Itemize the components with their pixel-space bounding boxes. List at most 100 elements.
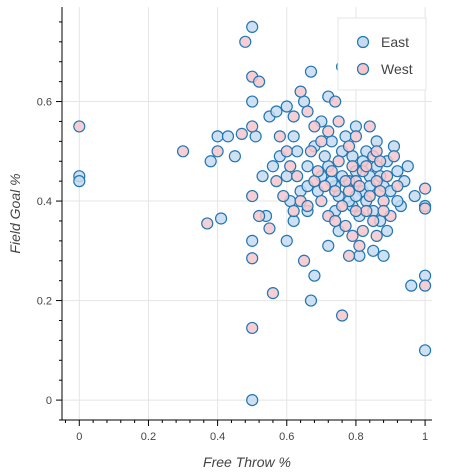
- west-point: [377, 204, 390, 218]
- legend-marker: [356, 62, 370, 76]
- east-point: [246, 393, 259, 407]
- east-point: [211, 130, 224, 143]
- west-point: [349, 204, 363, 218]
- west-point: [370, 175, 383, 188]
- west-point: [73, 120, 86, 133]
- west-point: [291, 170, 304, 183]
- west-point: [211, 145, 224, 158]
- east-point: [246, 95, 259, 108]
- x-axis-title: Free Throw %: [203, 454, 291, 470]
- data-points: [73, 20, 432, 407]
- west-point: [339, 219, 352, 233]
- east-point: [280, 170, 293, 183]
- west-point: [391, 180, 404, 193]
- legend-label: East: [381, 34, 409, 50]
- east-point: [214, 212, 228, 225]
- y-axis-title: Field Goal %: [7, 173, 23, 253]
- west-point: [308, 175, 321, 188]
- west-point: [325, 165, 338, 178]
- west-point: [387, 150, 401, 163]
- east-point: [308, 269, 321, 282]
- west-point: [418, 182, 432, 195]
- east-point: [291, 145, 304, 158]
- west-point: [263, 222, 276, 235]
- y-tick-label: 0: [46, 395, 52, 407]
- west-point: [315, 135, 328, 148]
- east-point: [301, 160, 314, 173]
- east-point: [391, 165, 404, 178]
- east-point: [228, 150, 241, 163]
- west-point: [370, 229, 383, 242]
- east-point: [401, 160, 414, 173]
- east-point: [408, 189, 421, 203]
- east-point: [349, 120, 363, 133]
- east-point: [280, 234, 293, 247]
- y-tick-label: 0.6: [37, 97, 52, 109]
- west-point: [315, 194, 328, 208]
- west-point: [360, 204, 373, 218]
- west-point: [318, 180, 331, 193]
- west-point: [360, 160, 373, 173]
- west-point: [346, 160, 359, 173]
- west-point: [277, 189, 290, 203]
- east-point: [73, 175, 86, 188]
- x-tick-label: 0.2: [141, 431, 156, 443]
- east-point: [339, 130, 352, 143]
- east-point: [266, 160, 280, 173]
- x-tick-label: 0.6: [279, 431, 294, 443]
- west-point: [301, 199, 314, 213]
- west-point: [270, 175, 283, 188]
- west-point: [363, 189, 376, 203]
- west-point: [246, 189, 259, 203]
- west-point: [239, 35, 252, 48]
- east-point: [391, 194, 404, 208]
- x-tick-label: 1: [422, 431, 428, 443]
- west-point: [273, 130, 286, 143]
- west-point: [374, 155, 387, 168]
- west-point: [253, 209, 266, 223]
- east-point: [353, 249, 366, 262]
- west-point: [332, 115, 345, 128]
- west-point: [335, 199, 349, 213]
- west-point: [353, 239, 366, 252]
- west-point: [342, 185, 356, 198]
- west-point: [418, 279, 432, 292]
- west-point: [339, 175, 352, 188]
- east-point: [346, 150, 359, 163]
- east-point: [380, 224, 394, 238]
- east-point: [304, 294, 318, 307]
- east-point: [418, 344, 432, 357]
- west-point: [287, 204, 300, 218]
- west-point: [335, 309, 349, 322]
- west-point: [304, 145, 318, 158]
- west-point: [308, 120, 321, 133]
- east-point: [322, 239, 335, 252]
- west-point: [329, 95, 342, 108]
- west-point: [329, 185, 342, 198]
- east-point: [405, 279, 418, 292]
- east-point: [287, 130, 300, 143]
- west-point: [329, 214, 342, 228]
- west-point: [418, 202, 432, 215]
- west-point: [176, 145, 190, 158]
- legend-label: West: [381, 61, 413, 77]
- east-point: [304, 65, 318, 78]
- axes: 0 0.2 0.4 0.6 0.8 1 0 0.2 0.4 0.6 Free Throw % Fiel…: [7, 7, 432, 470]
- west-point: [346, 229, 359, 242]
- west-point: [287, 110, 300, 123]
- west-point: [322, 125, 335, 138]
- legend-marker: [356, 35, 370, 49]
- east-point: [370, 135, 383, 148]
- east-point: [418, 269, 432, 282]
- east-point: [325, 135, 338, 148]
- y-tick-label: 0.4: [37, 196, 52, 208]
- west-point: [201, 217, 214, 230]
- x-tick-label: 0.8: [348, 431, 363, 443]
- west-point: [363, 120, 376, 133]
- west-point: [356, 224, 369, 238]
- west-point: [377, 194, 390, 208]
- west-point: [380, 170, 394, 183]
- west-point: [332, 155, 345, 168]
- east-point: [246, 234, 259, 247]
